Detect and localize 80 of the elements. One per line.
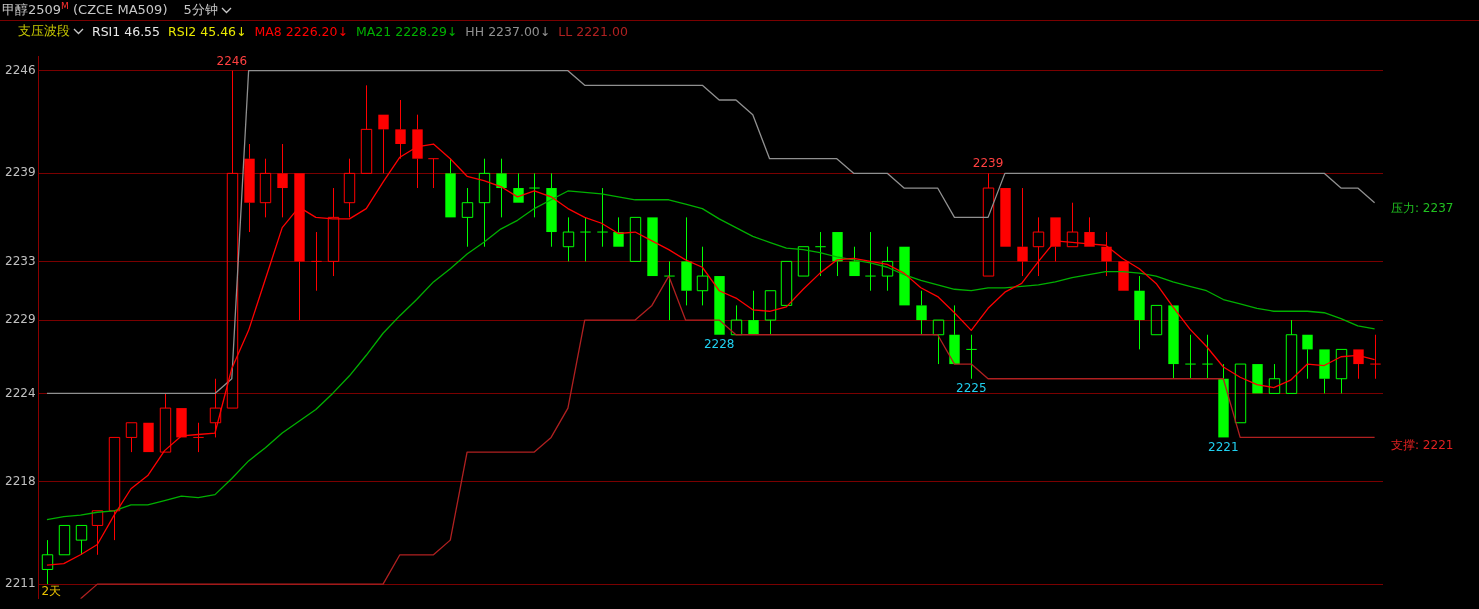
candlestick bbox=[1319, 349, 1330, 394]
candlestick bbox=[696, 246, 709, 306]
candlestick bbox=[528, 172, 541, 218]
candlestick bbox=[832, 232, 843, 277]
y-tick-label: 2218 bbox=[4, 473, 36, 488]
candlestick bbox=[1353, 349, 1364, 380]
candlestick bbox=[730, 304, 743, 336]
candlestick bbox=[41, 539, 54, 585]
chart-title: 甲醇2509$^{M}$ (CZCE MA509) bbox=[2, 0, 168, 20]
y-tick-label: 2233 bbox=[4, 253, 36, 268]
text: MA8 2226.20↓ bbox=[254, 24, 348, 39]
candlestick bbox=[91, 510, 104, 556]
candlestick bbox=[965, 334, 978, 380]
candlestick bbox=[1084, 216, 1095, 247]
candlestick bbox=[1168, 305, 1179, 380]
candlestick bbox=[864, 231, 877, 292]
chart-subtitle: 5分钟 bbox=[183, 1, 218, 19]
candlestick bbox=[1184, 334, 1197, 380]
text: RSI1 46.55 bbox=[92, 24, 161, 39]
candlestick bbox=[108, 436, 121, 541]
candlestick bbox=[461, 187, 474, 248]
annotation: 2221 bbox=[1208, 439, 1239, 454]
candlestick bbox=[209, 378, 222, 438]
candlestick bbox=[244, 143, 255, 233]
annotation: 2239 bbox=[972, 156, 1004, 171]
candlestick bbox=[579, 216, 592, 262]
candlestick bbox=[932, 319, 945, 365]
candlestick bbox=[1050, 217, 1061, 262]
candlestick bbox=[1066, 202, 1079, 248]
text: 支撑: 2221 bbox=[1391, 437, 1454, 452]
candlestick bbox=[1101, 231, 1112, 277]
text: 压力: 2237 bbox=[1391, 200, 1454, 215]
candlestick bbox=[562, 216, 575, 262]
candlestick bbox=[1302, 334, 1313, 380]
text: MA21 2228.29↓ bbox=[355, 24, 458, 39]
candlestick bbox=[663, 260, 676, 321]
candlestick bbox=[327, 187, 340, 277]
candlestick bbox=[310, 231, 323, 292]
y-tick-label: 2224 bbox=[4, 385, 36, 400]
candlestick bbox=[982, 172, 995, 277]
candlestick bbox=[814, 231, 827, 277]
candlestick bbox=[125, 422, 138, 453]
candlestick bbox=[681, 216, 692, 306]
candlestick bbox=[949, 304, 960, 365]
candlestick bbox=[1268, 363, 1281, 394]
y-tick-label: 2246 bbox=[4, 62, 36, 77]
x-axis-title: 2天 bbox=[41, 583, 62, 598]
text: RSI2 45.46↓ bbox=[168, 24, 247, 39]
text: LL 2221.00 bbox=[558, 24, 628, 39]
candlestick bbox=[259, 158, 272, 218]
candlestick bbox=[427, 158, 440, 189]
candlestick bbox=[916, 290, 927, 336]
candlestick bbox=[277, 143, 288, 218]
candlestick bbox=[343, 158, 356, 218]
text: HH 2237.00↓ bbox=[465, 24, 551, 39]
candlestick bbox=[513, 172, 524, 203]
candlestick bbox=[748, 290, 759, 335]
candlestick bbox=[360, 84, 373, 174]
candlestick bbox=[496, 158, 507, 218]
text: 支压波段 bbox=[18, 23, 70, 40]
y-tick-label: 2229 bbox=[4, 312, 36, 327]
candlestick bbox=[1335, 348, 1348, 394]
candlestick bbox=[192, 422, 205, 453]
y-tick-label: 2211 bbox=[4, 576, 36, 591]
candlestick bbox=[546, 172, 557, 248]
candlestick bbox=[881, 246, 894, 292]
candlestick bbox=[1032, 216, 1045, 277]
candlestick bbox=[1201, 334, 1214, 380]
annotation: 2225 bbox=[955, 380, 987, 395]
candlestick bbox=[478, 158, 491, 248]
candlestick bbox=[294, 173, 305, 321]
annotation: 2228 bbox=[703, 336, 735, 351]
candlestick bbox=[613, 216, 624, 247]
candlestick bbox=[378, 114, 389, 174]
candlestick bbox=[596, 187, 609, 248]
y-tick-label: 2239 bbox=[4, 165, 36, 180]
candlestick bbox=[1017, 187, 1028, 277]
annotation: 2246 bbox=[216, 53, 248, 68]
candlestick bbox=[1134, 275, 1145, 350]
candlestick bbox=[1285, 319, 1298, 394]
